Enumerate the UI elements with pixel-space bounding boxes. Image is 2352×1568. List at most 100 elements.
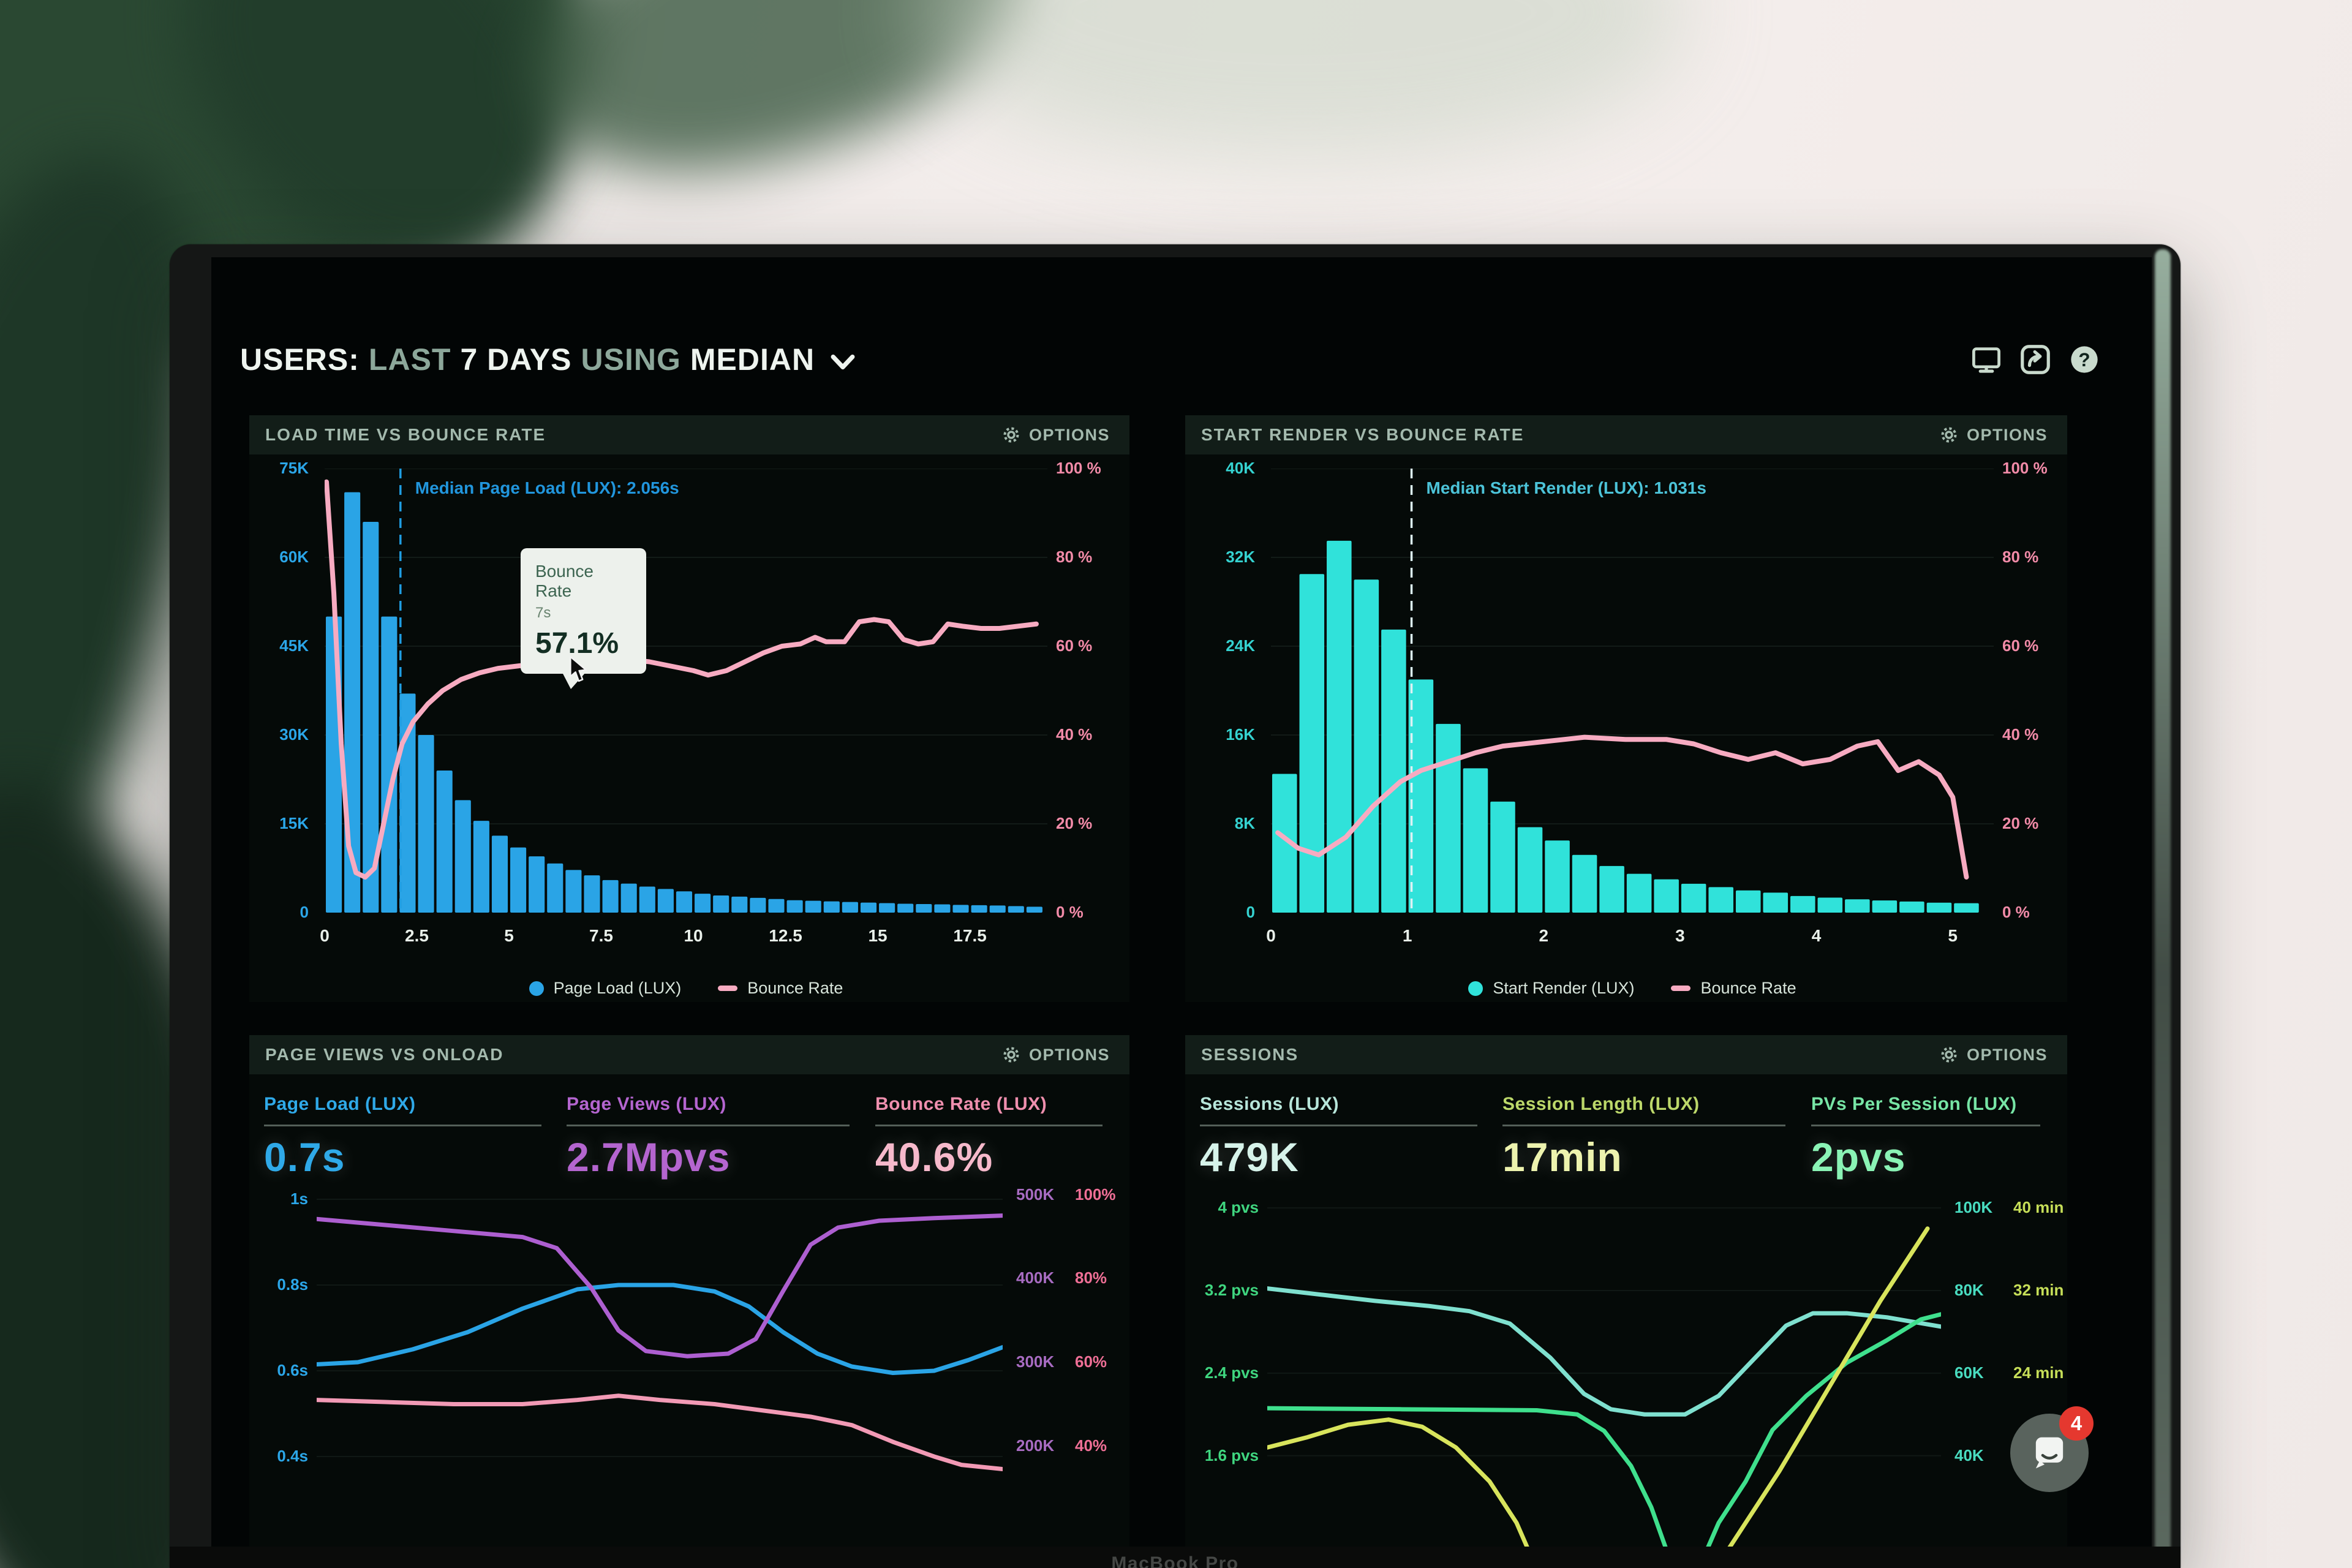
metric-label: Session Length (LUX) (1502, 1094, 1700, 1114)
metric-value: 40.6% (875, 1134, 993, 1180)
y-axis-right-tick-label: 300K (1016, 1352, 1055, 1371)
title-segment: MEDIAN (690, 342, 815, 377)
x-axis-tick-label: 0 (320, 926, 330, 945)
load-time-chart: Bounce Rate 7s 57.1% 75K 60K 45K 30K 15K 0 100… (249, 454, 1129, 1002)
metric-session-length: Session Length (LUX) 17min (1502, 1094, 1804, 1180)
y-axis-left-tick-label: 4 pvs (1218, 1198, 1259, 1217)
y-axis-right-tick-label: 80 % (2002, 548, 2039, 566)
p3-line-chart-svg (317, 1199, 1003, 1471)
chat-widget-button[interactable]: 4 (2010, 1406, 2094, 1492)
y-axis-left-tick-label: 0 (1246, 903, 1255, 921)
x-axis-tick-label: 3 (1675, 926, 1685, 945)
y-axis-left-tick-label: 40K (1226, 459, 1255, 477)
y-axis-left-tick-label: 8K (1234, 814, 1255, 832)
y-axis-right-tick-label: 40K (1954, 1446, 1984, 1464)
title-segment: USING (581, 342, 681, 377)
panel-title-bar: SESSIONS OPTIONS (1185, 1035, 2067, 1074)
bounce-rate-line (1275, 734, 1969, 880)
y-axis-left-tick-label: 32K (1226, 548, 1255, 566)
y-axis-right-tick-label: 0 % (1056, 903, 1084, 921)
gear-icon (1003, 1047, 1019, 1063)
y-axis-right-tick-label: 32 min (2013, 1280, 2064, 1299)
bars-Page Load (LUX) (326, 492, 1042, 913)
series-line-Page Load (LUX) (317, 1283, 1003, 1375)
y-axis-right-tick-label: 24 min (2013, 1363, 2064, 1382)
y-axis-right-tick-label: 40% (1075, 1436, 1107, 1455)
bounce-rate-line (325, 479, 1039, 880)
options-button[interactable]: OPTIONS (998, 425, 1114, 445)
plant-leaf (919, 0, 1684, 159)
metric-sessions: Sessions (LUX) 479K (1200, 1094, 1495, 1180)
y-axis-right-tick-label: 100 % (1056, 459, 1101, 477)
y-axis-right-tick-label: 20 % (1056, 814, 1093, 832)
x-axis-tick-label: 15 (868, 926, 888, 945)
title-segment: 7 DAYS (460, 342, 572, 377)
y-axis-right-tick-label: 100 % (2002, 459, 2048, 477)
legend-marker (529, 981, 544, 996)
p2-histogram-svg (1271, 469, 1994, 913)
x-axis-tick-label: 2.5 (405, 926, 429, 945)
median-annotation: Median Start Render (LUX): 1.031s (1426, 478, 1706, 497)
options-label: OPTIONS (1028, 425, 1110, 444)
legend-label: Bounce Rate (1700, 979, 1796, 997)
y-axis-right-tick-label: 60% (1075, 1352, 1107, 1371)
metric-label: Bounce Rate (LUX) (875, 1094, 1047, 1114)
legend-marker (1468, 981, 1483, 996)
header-actions: ? (1970, 344, 2100, 375)
sessions-chart: Sessions (LUX) 479K Session Length (LUX)… (1185, 1074, 2067, 1547)
laptop-brand-label: MacBook Pro (1111, 1553, 1239, 1568)
y-axis-left-tick-label: 0.4s (277, 1447, 308, 1465)
legend-item[interactable]: Bounce Rate (718, 979, 843, 998)
tooltip-series: Bounce Rate (535, 562, 594, 600)
y-axis-left-tick-label: 60K (279, 548, 309, 566)
title-segment: LAST (368, 342, 451, 377)
y-axis-right-tick-label: 40 min (2013, 1198, 2064, 1217)
x-axis-tick-label: 7.5 (589, 926, 613, 945)
y-axis-left-tick-label: 30K (279, 725, 309, 744)
legend-label: Page Load (LUX) (553, 979, 682, 997)
gear-icon (1941, 1047, 1957, 1063)
metric-value: 2pvs (1811, 1134, 1906, 1180)
x-axis-tick-label: 4 (1811, 926, 1822, 945)
chat-bubble-icon (2035, 1437, 2064, 1469)
x-axis-tick-label: 0 (1266, 926, 1276, 945)
panel-load-time-vs-bounce-rate: LOAD TIME VS BOUNCE RATE OPTIONS Bounce … (249, 415, 1129, 1002)
tooltip-x-value: 7s (535, 605, 551, 621)
x-axis-tick-label: 12.5 (769, 926, 802, 945)
help-icon[interactable]: ? (2068, 344, 2100, 375)
x-axis-tick-label: 17.5 (953, 926, 987, 945)
gear-icon (1003, 427, 1019, 443)
chevron-down-icon[interactable] (830, 352, 856, 372)
share-icon[interactable] (2019, 344, 2051, 375)
metric-label: PVs Per Session (LUX) (1811, 1094, 2017, 1114)
y-axis-right-tick-label: 40 % (2002, 725, 2039, 744)
options-button[interactable]: OPTIONS (998, 1045, 1114, 1065)
p1-histogram-svg (325, 469, 1047, 913)
panel-title: PAGE VIEWS VS ONLOAD (265, 1045, 504, 1064)
y-axis-right-tick-label: 100K (1954, 1198, 1993, 1217)
app-header: USERS: LAST 7 DAYS USING MEDIAN (240, 342, 2100, 377)
y-axis-left-tick-label: 0.8s (277, 1275, 308, 1294)
metric-underline (1200, 1125, 1478, 1126)
panel-title: SESSIONS (1201, 1045, 1299, 1064)
metric-value: 0.7s (264, 1134, 345, 1180)
legend-item[interactable]: Bounce Rate (1671, 979, 1796, 998)
legend-item[interactable]: Start Render (LUX) (1468, 979, 1634, 998)
p4-line-chart-svg (1267, 1207, 1941, 1547)
laptop-chin: MacBook Pro (170, 1547, 2180, 1568)
bars-Start Render (LUX) (1272, 540, 1979, 913)
gear-icon (1941, 427, 1957, 443)
metric-page-views: Page Views (LUX) 2.7Mpvs (567, 1094, 868, 1180)
display-icon[interactable] (1970, 344, 2002, 375)
legend-item[interactable]: Page Load (LUX) (529, 979, 682, 998)
options-button[interactable]: OPTIONS (1936, 425, 2051, 445)
dashboard-screen: USERS: LAST 7 DAYS USING MEDIAN (211, 257, 2152, 1547)
panel-start-render-vs-bounce-rate: START RENDER VS BOUNCE RATE OPTIONS 40K 3… (1185, 415, 2067, 1002)
metric-label: Sessions (LUX) (1200, 1094, 1340, 1114)
y-axis-right-tick-label: 60K (1954, 1363, 1984, 1382)
panel-title-bar: LOAD TIME VS BOUNCE RATE OPTIONS (249, 415, 1129, 454)
options-button[interactable]: OPTIONS (1936, 1045, 2051, 1065)
options-label: OPTIONS (1028, 1045, 1110, 1064)
page-title[interactable]: USERS: LAST 7 DAYS USING MEDIAN (240, 342, 856, 377)
metric-value: 479K (1200, 1134, 1299, 1180)
